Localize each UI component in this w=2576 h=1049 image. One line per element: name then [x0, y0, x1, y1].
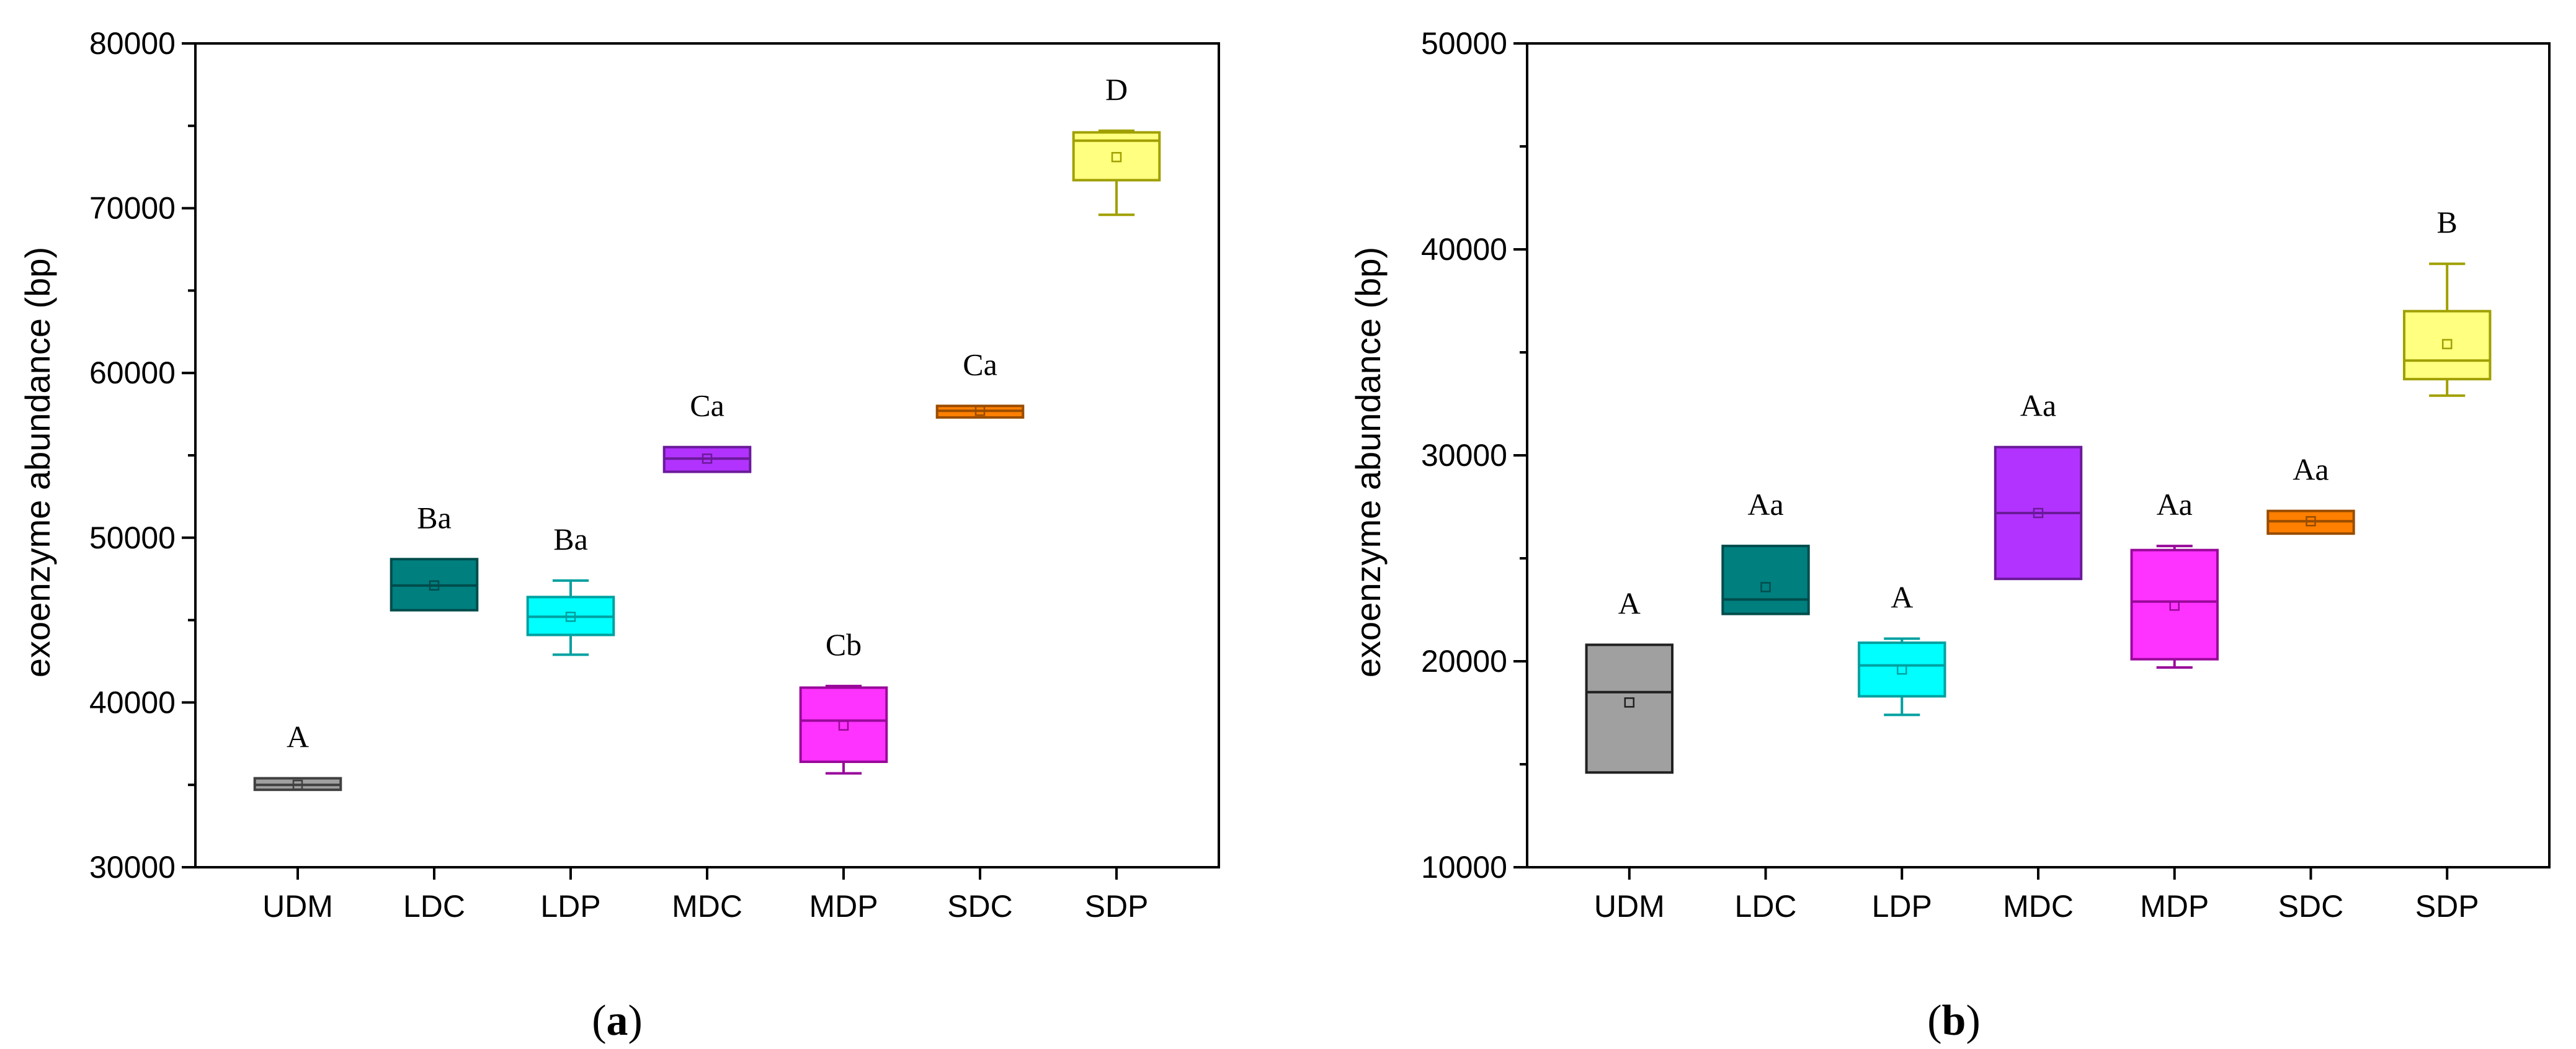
- panel-a-mean-marker: [702, 453, 713, 464]
- panel-a-x-tick-label: LDC: [403, 889, 465, 924]
- panel-b-box-udm: A: [1585, 586, 1674, 774]
- panel-a-y-tick-label: 30000: [89, 850, 176, 885]
- panel-b-x-tick-label: MDP: [2140, 889, 2209, 924]
- panel-b-mean-marker: [1624, 697, 1635, 708]
- panel-a-significance-label: Ca: [690, 388, 724, 423]
- panel-b-box-ldc: Aa: [1721, 487, 1810, 615]
- panel-b-mean-marker: [2169, 600, 2180, 611]
- panel-b-significance-label: A: [1891, 579, 1913, 614]
- panel-a-significance-label: Cb: [826, 627, 862, 662]
- panel-b-box-mdp: Aa: [2130, 487, 2219, 669]
- panel-b-box-body: [2402, 310, 2492, 381]
- panel-b-x-tick-label: UDM: [1594, 889, 1665, 924]
- panel-a-mean-marker: [429, 580, 440, 591]
- panel-a-y-tick-label: 60000: [89, 355, 176, 390]
- panel-a-box-udm: A: [253, 720, 342, 792]
- panel-b-box-body: [1721, 545, 1810, 615]
- panel-a-box-mdc: Ca: [662, 388, 752, 473]
- panel-b-x-tick-label: SDP: [2415, 889, 2479, 924]
- panel-a-mean-marker: [565, 612, 576, 622]
- panel-b-box-sdc: Aa: [2266, 452, 2355, 535]
- panel-b-box-mdc: Aa: [1994, 388, 2083, 581]
- panel-b-mean-marker: [2033, 507, 2044, 519]
- panel-b-mean-marker: [1760, 582, 1771, 592]
- panel-a-mean-marker: [838, 720, 849, 731]
- panel-a-label: (a): [592, 997, 643, 1045]
- panel-a-box-sdp: D: [1072, 72, 1161, 216]
- panel-b-significance-label: A: [1618, 586, 1641, 620]
- panel-b-x-tick-label: LDP: [1872, 889, 1932, 924]
- panel-b-plot: 10000 20000 30000 40000 50000 UDM LDC LDP MDC MDP…: [1421, 26, 2551, 924]
- panel-a-y-tick-label: 70000: [89, 191, 176, 226]
- panel-b-box-body: [2130, 548, 2219, 661]
- panel-a-y-tick-label: 50000: [89, 520, 176, 555]
- panel-a-significance-label: D: [1105, 72, 1128, 107]
- panel-a-mean-marker: [1111, 152, 1122, 163]
- panel-b-significance-label: Aa: [2020, 388, 2056, 423]
- panel-a-x-tick-label: MDC: [672, 889, 742, 924]
- panel-a-y-axis-title: exoenzyme abundance (bp): [18, 247, 57, 677]
- panel-a-box-sdc: Ca: [935, 347, 1025, 419]
- panel-b-significance-label: B: [2437, 205, 2458, 239]
- panel-a-plot: 30000 40000 50000 60000 70000 80000 UDM LDC LDP M…: [89, 26, 1220, 924]
- panel-a-y-tick-label: 40000: [89, 685, 176, 720]
- panel-a-significance-label: Ba: [417, 500, 452, 535]
- panel-a-letter: a: [607, 997, 628, 1045]
- panel-b-y-tick-label: 50000: [1421, 26, 1507, 61]
- panel-a-x-tick-label: UDM: [262, 889, 333, 924]
- panel-b-letter: b: [1942, 997, 1966, 1045]
- panel-a-box-ldp: Ba: [526, 522, 615, 656]
- panel-b-box-body: [1858, 641, 1946, 698]
- panel-b-significance-label: Aa: [1747, 487, 1783, 522]
- panel-a-mean-marker: [292, 779, 303, 790]
- panel-b-significance-label: Aa: [2293, 452, 2329, 487]
- panel-a-significance-label: A: [287, 720, 309, 754]
- panel-a-x-tick-label: SDP: [1085, 889, 1149, 924]
- panel-a-mean-marker: [974, 406, 986, 416]
- panel-a-box-mdp: Cb: [799, 627, 888, 775]
- panel-b-y-tick-label: 10000: [1421, 850, 1507, 885]
- panel-b-mean-marker: [2441, 339, 2453, 349]
- panel-b-mean-marker: [1897, 664, 1907, 675]
- panel-a-x-tick-label: MDP: [809, 889, 878, 924]
- panel-a: exoenzyme abundance (bp) 30000 40000 50000…: [18, 26, 1220, 1045]
- panel-b-mean-marker: [2306, 516, 2316, 527]
- panel-a-y-tick-label: 80000: [89, 26, 176, 61]
- panel-b-x-tick-label: MDC: [2003, 889, 2074, 924]
- panel-b-box-body: [1585, 643, 1674, 774]
- panel-b-y-tick-label: 30000: [1421, 438, 1507, 473]
- panel-b: exoenzyme abundance (bp) 10000 20000 30000…: [1348, 26, 2551, 1045]
- panel-a-significance-label: Ca: [963, 347, 997, 382]
- panel-b-x-tick-label: LDC: [1735, 889, 1797, 924]
- panel-b-box-ldp: A: [1858, 579, 1946, 716]
- panel-b-significance-label: Aa: [2157, 487, 2193, 522]
- panel-a-significance-label: Ba: [553, 522, 588, 556]
- panel-b-y-axis-title: exoenzyme abundance (bp): [1348, 247, 1388, 677]
- panel-a-box-ldc: Ba: [390, 500, 479, 612]
- panel-a-x-tick-label: LDP: [540, 889, 600, 924]
- panel-a-x-tick-label: SDC: [947, 889, 1013, 924]
- panel-b-y-tick-label: 40000: [1421, 232, 1507, 267]
- panel-b-label: (b): [1927, 997, 1981, 1045]
- panel-b-x-tick-label: SDC: [2278, 889, 2344, 924]
- panel-b-y-tick-label: 20000: [1421, 644, 1507, 679]
- panel-a-box-body: [799, 686, 888, 764]
- panel-b-box-sdp: B: [2402, 205, 2492, 397]
